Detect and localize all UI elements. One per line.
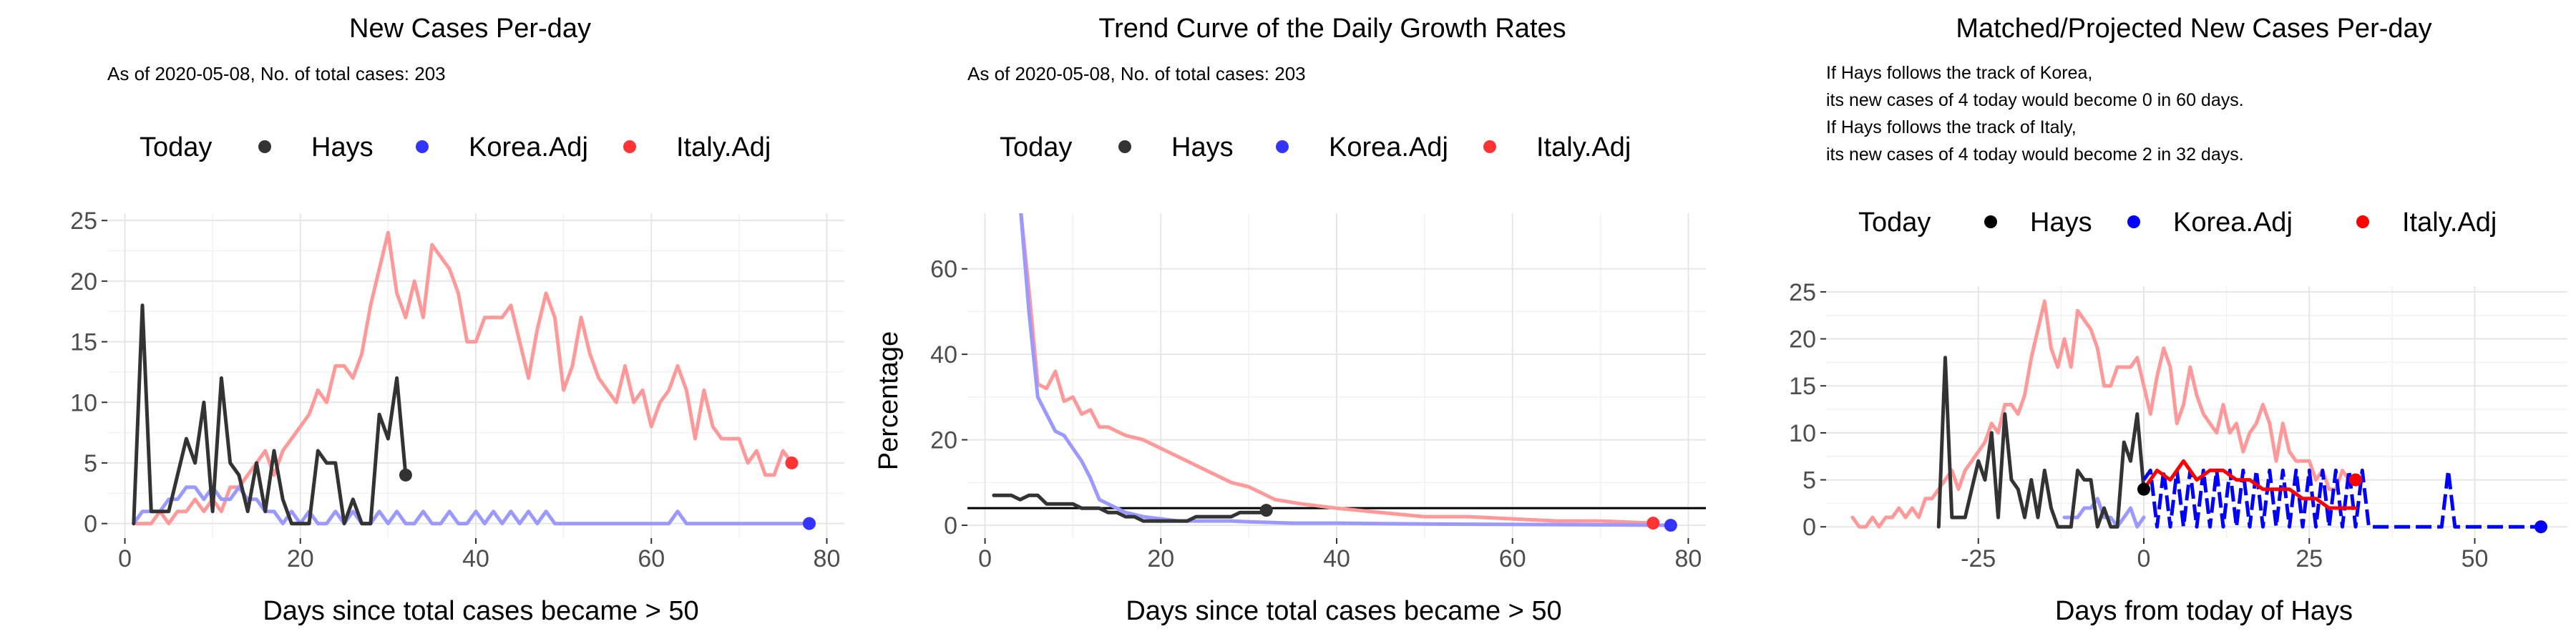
y-tick-label: 60 [930, 256, 957, 283]
legend-marker [1118, 140, 1131, 153]
y-tick-label: 20 [1789, 326, 1816, 353]
chart-subtitle-line: If Hays follows the track of Korea, [1826, 63, 2092, 83]
x-tick-label: 0 [2137, 545, 2151, 572]
legend: Today Hays Korea.Adj Italy.Adj [1000, 132, 1631, 162]
series-line-hays [992, 493, 1269, 523]
chart-title: New Cases Per-day [349, 14, 591, 44]
y-tick-label: 5 [1802, 467, 1816, 494]
x-tick-label: 25 [2296, 545, 2323, 572]
x-tick-label: 40 [462, 545, 489, 572]
x-axis-label: Days since total cases became > 50 [1126, 596, 1561, 626]
plot-area: 0 20 40 60 80 0 5 10 15 20 25 [70, 208, 844, 572]
chart-subtitle-line: its new cases of 4 today would become 0 … [1826, 90, 2244, 110]
legend-marker [1483, 140, 1496, 153]
panel-matched-projected: Matched/Projected New Cases Per-day If H… [1789, 14, 2567, 626]
legend-marker [1984, 215, 1997, 228]
legend-marker [2356, 215, 2369, 228]
series-line-italy-adj [132, 230, 794, 526]
y-tick-label: 15 [1789, 373, 1816, 400]
series-line-korea-adj-matched [2062, 497, 2146, 529]
x-tick-label: 50 [2462, 545, 2489, 572]
y-tick-label: 20 [70, 268, 97, 296]
x-tick-label: 0 [118, 545, 132, 572]
plot-background [1826, 286, 2567, 538]
y-tick-label: 5 [84, 450, 97, 477]
legend-label: Italy.Adj [2402, 208, 2497, 238]
chart-subtitle-line: its new cases of 4 today would become 2 … [1826, 145, 2244, 165]
series-group [1850, 299, 2547, 534]
x-tick-label: 20 [287, 545, 314, 572]
x-tick-label: 0 [978, 545, 992, 572]
x-tick-label: -25 [1961, 545, 1996, 572]
y-tick-label: 25 [1789, 279, 1816, 306]
x-axis-label: Days since total cases became > 50 [263, 596, 698, 626]
plot-area: -25 0 25 50 0 5 10 15 20 25 [1789, 279, 2567, 572]
y-tick-label: 0 [84, 511, 97, 538]
y-tick-label: 0 [1802, 514, 1816, 541]
legend-label: Korea.Adj [469, 132, 588, 162]
legend-label: Korea.Adj [1329, 132, 1448, 162]
today-point-korea-adj-today [1664, 519, 1677, 532]
y-tick-label: 40 [930, 341, 957, 369]
today-point-korea-adj-today [802, 517, 816, 530]
y-tick-label: 0 [944, 512, 957, 540]
series-line-italy-adj-matched [1850, 299, 2358, 529]
legend-label: Korea.Adj [2173, 208, 2293, 238]
series-group [967, 213, 1706, 532]
y-tick-label: 15 [70, 329, 97, 356]
x-tick-label: 40 [1323, 545, 1350, 572]
series-line-italy-adj [1019, 213, 1655, 525]
chart-title: Trend Curve of the Daily Growth Rates [1098, 14, 1566, 44]
chart-title: Matched/Projected New Cases Per-day [1956, 14, 2431, 44]
legend-label: Hays [311, 132, 374, 162]
legend-marker [623, 140, 636, 153]
legend-label: Hays [1171, 132, 1234, 162]
y-tick-label: 10 [70, 389, 97, 416]
legend-marker [258, 140, 271, 153]
chart-subtitle-line: As of 2020-05-08, No. of total cases: 20… [967, 63, 1306, 84]
today-point-hays-today [2137, 482, 2150, 496]
x-tick-label: 20 [1147, 545, 1174, 572]
series-line-hays [132, 303, 408, 526]
legend-label: Italy.Adj [1536, 132, 1631, 162]
y-tick-label: 25 [70, 208, 97, 235]
chart-subtitle-line: As of 2020-05-08, No. of total cases: 20… [107, 63, 446, 84]
chart-subtitle-line: If Hays follows the track of Italy, [1826, 117, 2077, 137]
legend-label: Italy.Adj [676, 132, 771, 162]
legend: Today Hays Korea.Adj Italy.Adj [140, 132, 771, 162]
today-point-hays-today [399, 468, 412, 482]
legend-marker [2127, 215, 2140, 228]
series-line-italy-adj-projected [2142, 459, 2358, 510]
x-tick-label: 60 [1499, 545, 1526, 572]
legend: Today Hays Korea.Adj Italy.Adj [1858, 208, 2497, 238]
legend-title: Today [140, 132, 212, 162]
series-line-korea-adj [1019, 213, 1673, 527]
series-group [132, 230, 816, 530]
plot-area: 0 20 40 60 80 0 20 40 60 [930, 213, 1706, 572]
x-tick-label: 80 [1675, 545, 1702, 572]
x-axis-label: Days from today of Hays [2055, 596, 2353, 626]
legend-title: Today [1858, 208, 1931, 238]
series-line-hays [1936, 356, 2146, 529]
panel-new-cases: New Cases Per-day As of 2020-05-08, No. … [70, 14, 844, 626]
legend-title: Today [1000, 132, 1072, 162]
today-point-italy-adj-today [1646, 517, 1660, 530]
today-point-italy-adj-today [2349, 473, 2362, 487]
today-point-korea-adj-today [2534, 520, 2547, 534]
today-point-italy-adj-today [785, 456, 799, 469]
series-line-korea-adj [132, 485, 811, 526]
legend-label: Hays [2030, 208, 2092, 238]
panel-growth-rates: Trend Curve of the Daily Growth Rates As… [874, 14, 1706, 626]
x-tick-label: 60 [638, 545, 665, 572]
legend-marker [1276, 140, 1289, 153]
today-point-hays-today [1259, 504, 1273, 517]
y-axis-label: Percentage [874, 331, 904, 470]
y-tick-label: 10 [1789, 420, 1816, 447]
legend-marker [416, 140, 429, 153]
x-tick-label: 80 [814, 545, 841, 572]
y-tick-label: 20 [930, 427, 957, 454]
